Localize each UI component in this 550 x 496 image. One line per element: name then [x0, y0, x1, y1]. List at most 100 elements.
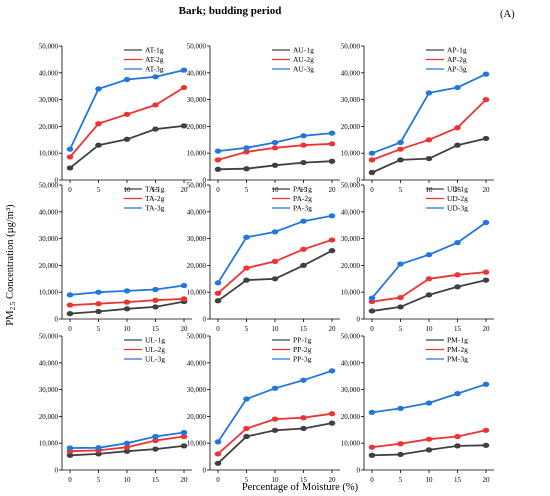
y-tick-label: 10,000 — [39, 289, 59, 297]
data-point-PP-3g — [243, 396, 250, 402]
data-point-UL-1g — [180, 443, 188, 449]
legend-entry: PM-1g — [447, 336, 468, 345]
data-point-TA-3g — [180, 282, 188, 289]
data-point-AU-2g — [328, 141, 336, 147]
y-tick-label: 0 — [55, 177, 59, 185]
data-point-AP-2g — [368, 157, 376, 163]
data-point-UL-3g — [180, 429, 188, 436]
data-point-AP-2g — [482, 97, 490, 103]
data-point-PA-1g — [243, 277, 250, 283]
y-tick-label: 0 — [203, 316, 207, 324]
data-point-UL-3g — [95, 445, 102, 451]
data-point-UL-3g — [66, 445, 74, 451]
data-point-UL-2g — [152, 437, 159, 444]
data-point-AP-1g — [454, 142, 461, 148]
data-point-PP-3g — [214, 439, 222, 445]
legend-entry: AP-3g — [447, 65, 467, 74]
data-point-AT-2g — [152, 102, 159, 108]
x-tick-label: 5 — [245, 186, 249, 194]
legend-entry: AP-1g — [447, 46, 467, 55]
x-tick-label: 10 — [124, 186, 132, 194]
legend-entry: AT-3g — [145, 65, 164, 74]
data-point-AT-2g — [123, 111, 131, 117]
data-point-PM-3g — [368, 409, 376, 415]
y-tick-label: 30,000 — [341, 235, 361, 243]
y-tick-label: 30,000 — [39, 235, 59, 243]
y-tick-label: 40,000 — [341, 69, 361, 77]
legend-entry: UD-1g — [447, 185, 468, 194]
x-tick-label: 10 — [426, 325, 434, 333]
data-point-TA-2g — [180, 296, 188, 302]
figure-title: Bark; budding period — [179, 5, 282, 17]
series-line-PA-2g — [217, 239, 333, 294]
y-tick-label: 40,000 — [39, 359, 59, 367]
data-point-UD-1g — [368, 308, 376, 314]
y-tick-label: 10,000 — [187, 150, 207, 158]
data-point-TA-2g — [152, 297, 159, 303]
data-point-UL-1g — [152, 446, 159, 452]
data-point-PA-2g — [214, 290, 222, 296]
legend-entry: UD-3g — [447, 204, 468, 213]
data-point-TA-2g — [123, 299, 131, 305]
legend-entry: AU-1g — [293, 46, 314, 55]
data-point-PM-1g — [482, 442, 490, 448]
data-point-PP-2g — [328, 411, 336, 417]
x-tick-label: 10 — [272, 186, 280, 194]
series-line-AP-2g — [371, 98, 487, 161]
y-tick-label: 30,000 — [187, 386, 207, 394]
data-point-PA-2g — [328, 237, 336, 243]
data-point-PA-1g — [300, 262, 307, 268]
y-tick-label: 10,000 — [341, 150, 361, 158]
data-point-PA-1g — [214, 298, 222, 304]
data-point-TA-1g — [66, 311, 74, 317]
legend-entry: PA-2g — [293, 194, 312, 203]
legend-entry: AT-1g — [145, 46, 164, 55]
x-tick-label: 20 — [483, 186, 491, 194]
data-point-UD-3g — [397, 261, 404, 267]
y-tick-label: 20,000 — [187, 262, 207, 270]
x-tick-label: 15 — [300, 325, 308, 333]
data-point-UD-3g — [425, 252, 433, 258]
x-tick-label: 5 — [97, 325, 101, 333]
series-line-AP-1g — [371, 137, 487, 174]
legend-entry: UL-1g — [145, 336, 165, 345]
chart-panel-8: 0 10,000 20,000 30,000 40,000 50,000 0 5 10 15 20 P… — [187, 333, 340, 484]
x-tick-label: 5 — [399, 476, 403, 484]
data-point-PM-3g — [397, 405, 404, 411]
x-tick-label: 20 — [181, 325, 189, 333]
y-tick-label: 0 — [357, 316, 361, 324]
data-point-AP-1g — [397, 157, 404, 163]
x-tick-label: 0 — [216, 476, 220, 484]
x-tick-label: 0 — [370, 186, 374, 194]
data-point-AT-3g — [95, 86, 102, 92]
data-point-PP-2g — [214, 451, 222, 457]
data-point-UD-2g — [454, 272, 461, 278]
data-point-AU-1g — [243, 166, 250, 172]
y-tick-label: 0 — [55, 316, 59, 324]
x-tick-label: 10 — [124, 325, 132, 333]
data-point-PA-2g — [271, 258, 279, 264]
legend-entry: PP-3g — [293, 355, 312, 364]
data-point-PA-3g — [300, 218, 307, 224]
chart-panel-5: 0 10,000 20,000 30,000 40,000 50,000 0 5 10 15 20 P… — [187, 182, 340, 333]
data-point-AT-3g — [152, 74, 159, 80]
x-tick-label: 0 — [216, 186, 220, 194]
x-tick-label: 20 — [329, 186, 337, 194]
x-tick-label: 15 — [152, 186, 160, 194]
x-tick-label: 5 — [97, 186, 101, 194]
series-line-PA-1g — [217, 249, 333, 302]
data-point-UD-3g — [454, 240, 461, 246]
data-point-PM-2g — [368, 444, 376, 450]
data-point-TA-2g — [66, 302, 74, 308]
legend-entry: TA-3g — [145, 204, 165, 213]
data-point-PP-1g — [243, 433, 250, 440]
data-point-UL-3g — [152, 433, 159, 440]
y-tick-label: 10,000 — [39, 150, 59, 158]
legend-entry: UL-2g — [145, 345, 165, 354]
legend-entry: AP-2g — [447, 55, 467, 64]
data-point-TA-3g — [95, 289, 102, 295]
x-tick-label: 10 — [272, 476, 280, 484]
y-tick-label: 50,000 — [341, 43, 361, 51]
